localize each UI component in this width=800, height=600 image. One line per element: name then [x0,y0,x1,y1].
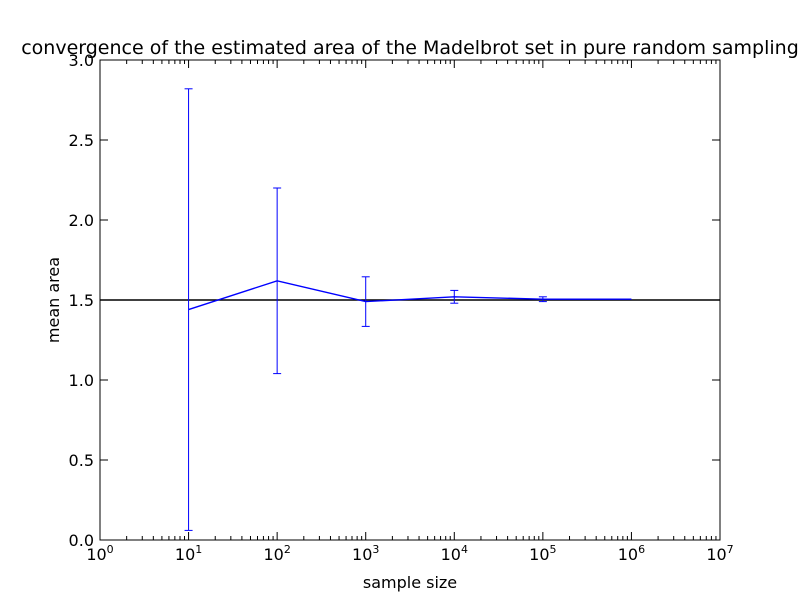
x-tick-label: 101 [175,543,202,564]
error-bar [184,88,193,531]
error-bar [273,187,282,375]
x-tick-label: 107 [706,543,733,564]
error-bar [450,289,459,304]
y-tick-label: 1.5 [69,291,94,310]
y-tick-label: 2.0 [69,211,94,230]
error-bar [538,296,547,303]
x-tick-label: 105 [529,543,556,564]
x-tick-label: 102 [263,543,290,564]
y-axis-label: mean area [44,257,63,343]
x-tick-label: 100 [86,543,113,564]
x-tick-label: 106 [618,543,645,564]
y-tick-label: 2.5 [69,131,94,150]
y-tick-label: 0.0 [69,531,94,550]
series-line [188,280,632,311]
y-tick-label: 3.0 [69,51,94,70]
y-tick-label: 1.0 [69,371,94,390]
x-tick-label: 103 [352,543,379,564]
x-tick-label: 104 [441,543,468,564]
chart-title: convergence of the estimated area of the… [21,37,799,59]
axis-ticks: 100 101 102 103 104 105 106 107 0.0 0.5 1.0 1.5 2.0 2… [69,51,734,564]
x-axis-label: sample size [363,573,457,592]
plot-area [100,88,720,531]
error-bar [361,276,370,327]
y-tick-label: 0.5 [69,451,94,470]
